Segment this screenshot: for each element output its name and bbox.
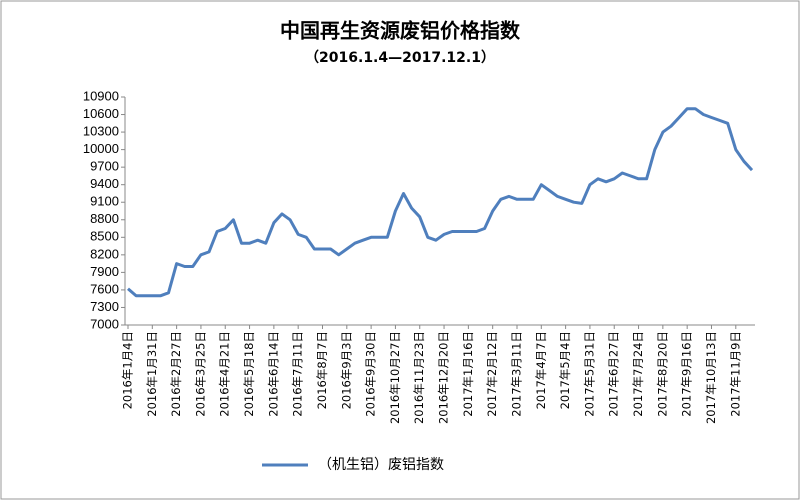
y-tick-label: 10000 — [83, 141, 119, 156]
y-tick-label: 7600 — [90, 281, 119, 296]
y-tick-label: 7000 — [90, 316, 119, 331]
y-tick-label: 9100 — [90, 194, 119, 209]
x-tick-label: 2017年8月20日 — [655, 331, 669, 417]
y-tick-label: 7300 — [90, 299, 119, 314]
x-tick-label: 2017年3月11日 — [509, 331, 523, 417]
data-line — [127, 107, 754, 298]
chart-title: 中国再生资源废铝价格指数 — [280, 19, 521, 43]
x-tick-label: 2016年9月3日 — [339, 331, 353, 409]
y-tick-label: 10600 — [83, 106, 119, 121]
x-tick-label: 2017年4月7日 — [534, 331, 548, 409]
x-tick-label: 2016年4月21日 — [218, 331, 232, 417]
x-tick-label: 2017年6月27日 — [607, 331, 621, 417]
y-tick-label: 8200 — [90, 246, 119, 261]
x-tick-label: 2016年8月7日 — [315, 331, 329, 409]
x-tick-label: 2016年1月4日 — [121, 331, 135, 409]
x-tick-label: 2016年12月20日 — [437, 331, 451, 424]
x-tick-label: 2017年7月24日 — [631, 331, 645, 417]
y-tick-label: 9400 — [90, 176, 119, 191]
x-tick-label: 2017年11月9日 — [728, 331, 742, 417]
legend-label: （机生铝）废铝指数 — [318, 457, 444, 473]
x-tick-label: 2016年11月23日 — [412, 331, 426, 424]
y-tick-label: 10300 — [83, 124, 119, 139]
x-tick-label: 2017年5月31日 — [582, 331, 596, 417]
x-tick-label: 2016年6月14日 — [266, 331, 280, 417]
x-tick-label: 2017年5月4日 — [558, 331, 572, 409]
y-tick-label: 9700 — [90, 159, 119, 174]
x-tick-label: 2017年9月16日 — [680, 331, 694, 417]
x-tick-label: 2016年3月25日 — [193, 331, 207, 417]
x-tick-label: 2016年1月31日 — [145, 331, 159, 417]
y-tick-label: 8800 — [90, 211, 119, 226]
x-tick-label: 2017年1月16日 — [461, 331, 475, 417]
y-tick-label: 8500 — [90, 229, 119, 244]
x-tick-label: 2016年10月27日 — [388, 331, 402, 424]
x-tick-label: 2016年5月18日 — [242, 331, 256, 417]
chart-subtitle: （2016.1.4—2017.12.1） — [305, 50, 495, 66]
x-tick-label: 2016年2月27日 — [169, 331, 183, 417]
y-tick-label: 10900 — [83, 88, 119, 103]
x-tick-label: 2017年2月12日 — [485, 331, 499, 417]
x-tick-label: 2016年9月30日 — [364, 331, 378, 417]
x-tick-label: 2016年7月11日 — [291, 331, 305, 417]
x-tick-label: 2017年10月13日 — [704, 331, 718, 424]
y-tick-label: 7900 — [90, 264, 119, 279]
